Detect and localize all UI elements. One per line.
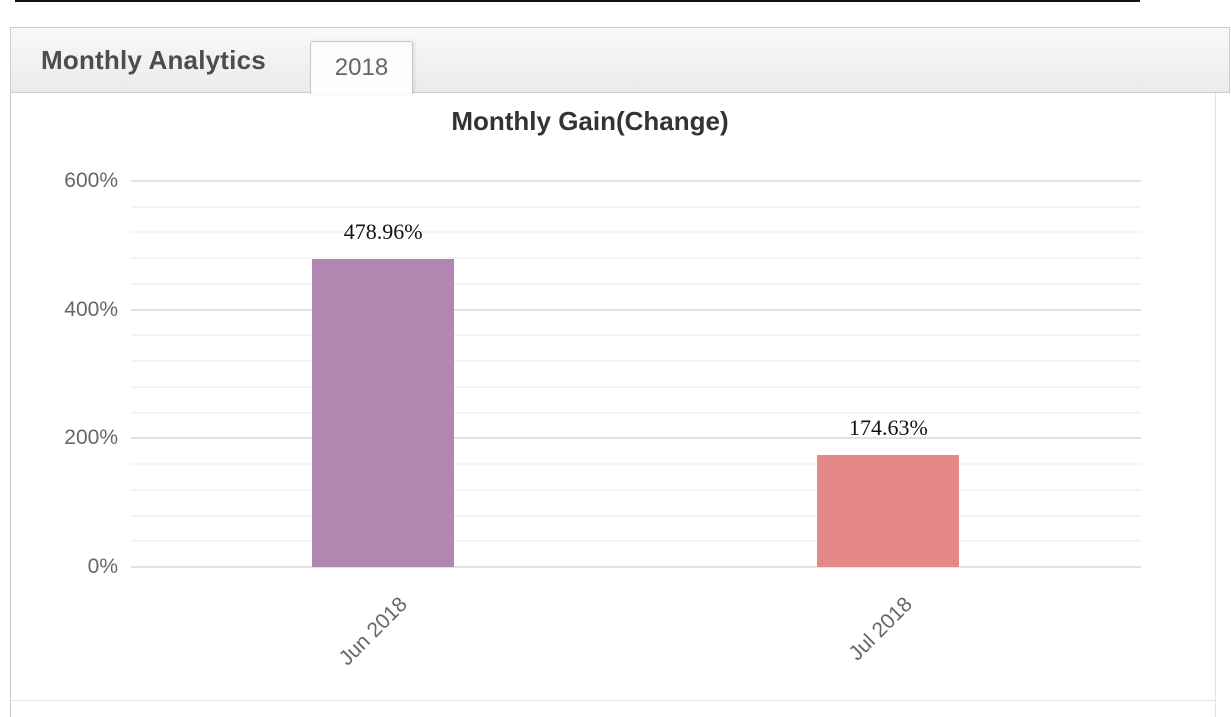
y-axis-label: 400% bbox=[64, 297, 118, 321]
widget-title: Monthly Analytics bbox=[41, 45, 266, 75]
chart-panel bbox=[10, 93, 1216, 701]
bar-jul-2018[interactable] bbox=[817, 454, 960, 567]
y-axis-label: 200% bbox=[64, 426, 118, 450]
gridline-major bbox=[130, 180, 1141, 182]
gridline-major bbox=[130, 566, 1141, 568]
gridline-major bbox=[130, 437, 1141, 440]
gridline-minor bbox=[130, 282, 1141, 285]
tab-2018[interactable]: 2018 bbox=[310, 41, 413, 94]
gridline-minor bbox=[130, 463, 1141, 466]
gridline-minor bbox=[130, 231, 1141, 234]
gridline-minor bbox=[130, 257, 1141, 260]
next-section bbox=[10, 701, 1216, 717]
bar-jun-2018[interactable] bbox=[312, 258, 455, 567]
tab-2018-label: 2018 bbox=[334, 54, 389, 81]
chart-title: Monthly Gain(Change) bbox=[451, 106, 729, 136]
gridline-minor bbox=[130, 514, 1141, 517]
y-axis-label: 0% bbox=[87, 555, 118, 578]
gridline-minor bbox=[130, 205, 1141, 208]
gridline-minor bbox=[130, 334, 1141, 337]
gridline-minor bbox=[130, 540, 1141, 543]
x-axis-label: Jun 2018 bbox=[334, 592, 413, 671]
gridline-major bbox=[130, 308, 1141, 311]
gridline-minor bbox=[130, 360, 1141, 363]
x-axis-label: Jul 2018 bbox=[844, 592, 918, 666]
gridline-minor bbox=[130, 385, 1141, 388]
widget-header: Monthly Analytics bbox=[10, 27, 1230, 93]
y-axis-label: 600% bbox=[64, 169, 118, 192]
bar-value-label: 174.63% bbox=[848, 414, 928, 440]
gridline-minor bbox=[130, 488, 1141, 491]
bar-value-label: 478.96% bbox=[343, 218, 423, 244]
top-border-line bbox=[15, 0, 1140, 2]
gridline-minor bbox=[130, 411, 1141, 414]
